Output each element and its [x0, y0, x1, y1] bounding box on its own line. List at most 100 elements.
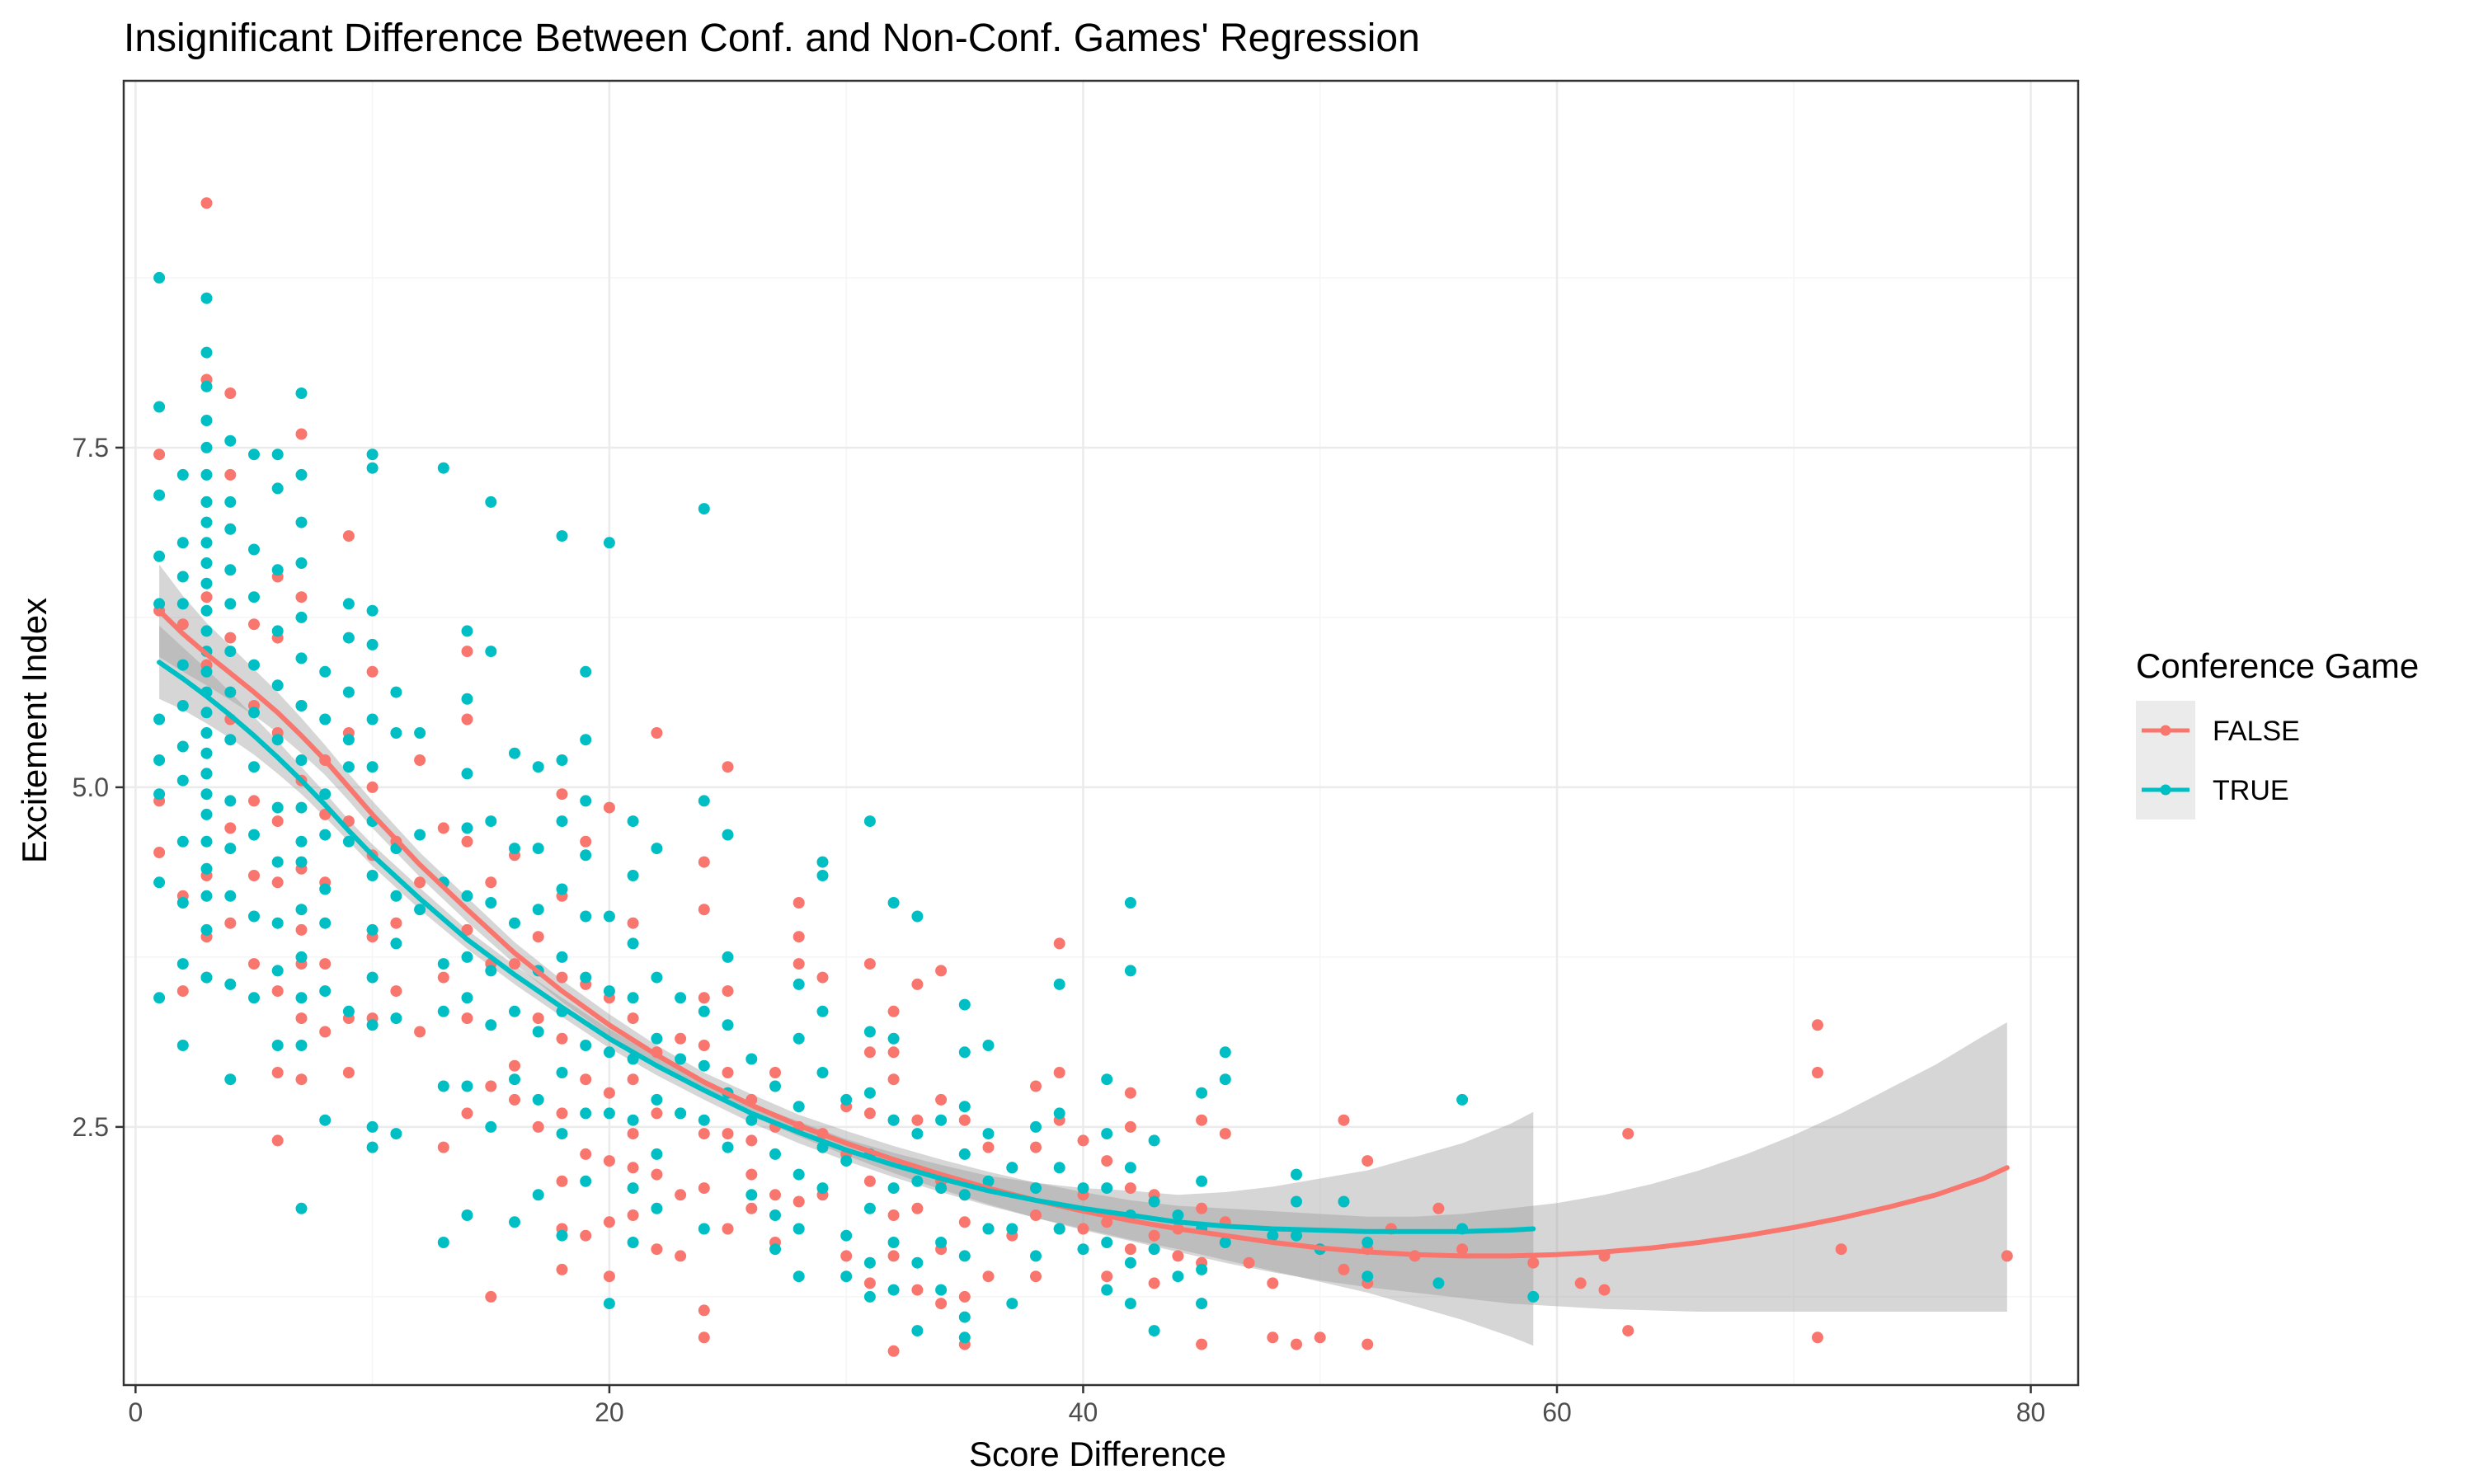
point-true: [958, 998, 971, 1011]
point-true: [390, 1128, 402, 1140]
point-true: [248, 992, 260, 1004]
point-true: [200, 923, 213, 936]
point-true: [651, 971, 663, 984]
point-true: [532, 1189, 544, 1201]
point-false: [248, 618, 260, 631]
point-true: [887, 1032, 900, 1045]
point-true: [485, 1019, 497, 1031]
point-false: [769, 1067, 781, 1078]
point-true: [1006, 1298, 1018, 1310]
point-true: [793, 1101, 805, 1113]
point-true: [1124, 1298, 1136, 1310]
point-true: [958, 1189, 971, 1201]
point-false: [1172, 1250, 1184, 1262]
point-true: [224, 843, 237, 855]
point-true: [200, 292, 213, 304]
point-false: [722, 985, 734, 998]
panel-border: [122, 79, 2080, 1387]
x-tick-label: 0: [128, 1397, 143, 1427]
point-false: [675, 1250, 687, 1262]
point-true: [271, 482, 284, 495]
point-false: [153, 847, 166, 858]
point-true: [911, 910, 924, 923]
point-true: [295, 557, 308, 569]
point-true: [887, 1237, 900, 1248]
point-true: [366, 1120, 379, 1133]
point-true: [509, 747, 520, 759]
point-true: [1338, 1195, 1350, 1208]
point-true: [556, 754, 568, 766]
point-true: [271, 917, 284, 929]
point-false: [461, 835, 473, 848]
point-true: [200, 468, 213, 481]
point-true: [224, 686, 237, 698]
point-false: [319, 1026, 332, 1038]
point-true: [1030, 1182, 1042, 1195]
point-true: [200, 665, 213, 678]
point-true: [271, 448, 284, 461]
point-true: [603, 1107, 615, 1120]
point-true: [153, 713, 166, 726]
point-true: [509, 843, 520, 855]
point-true: [437, 1080, 449, 1092]
point-true: [176, 774, 189, 787]
point-false: [414, 876, 426, 889]
point-true: [224, 646, 237, 658]
point-true: [1196, 1087, 1208, 1099]
point-true: [580, 1040, 592, 1051]
point-true: [722, 951, 734, 963]
point-true: [200, 971, 213, 984]
point-false: [1267, 1331, 1279, 1344]
point-false: [698, 1182, 710, 1195]
point-true: [651, 843, 663, 855]
point-true: [485, 1120, 497, 1133]
point-true: [176, 571, 189, 583]
point-false: [1314, 1331, 1326, 1344]
point-true: [295, 387, 308, 399]
point-true: [200, 727, 213, 739]
point-false: [935, 1298, 948, 1310]
point-false: [745, 1134, 758, 1147]
point-false: [248, 795, 260, 807]
point-true: [153, 754, 166, 766]
point-false: [485, 1080, 497, 1092]
point-true: [1030, 1120, 1042, 1133]
point-true: [485, 965, 497, 977]
point-true: [1053, 978, 1065, 990]
point-true: [793, 1032, 805, 1045]
point-false: [958, 1114, 971, 1126]
point-true: [461, 890, 473, 902]
point-false: [1812, 1331, 1823, 1344]
point-true: [1267, 1229, 1279, 1242]
point-true: [793, 978, 805, 990]
point-true: [390, 890, 402, 902]
point-true: [224, 1073, 237, 1086]
point-true: [1030, 1250, 1042, 1262]
point-true: [863, 1290, 876, 1303]
point-true: [722, 1141, 734, 1153]
point-true: [176, 537, 189, 549]
point-true: [935, 1114, 948, 1126]
point-true: [366, 761, 379, 773]
point-true: [295, 835, 308, 848]
point-true: [248, 910, 260, 923]
point-true: [1077, 1182, 1089, 1195]
point-true: [982, 1040, 995, 1051]
point-true: [556, 883, 568, 895]
point-true: [200, 495, 213, 508]
point-true: [200, 788, 213, 801]
ribbon-true: [159, 625, 1534, 1346]
point-true: [816, 856, 829, 868]
point-false: [509, 1059, 520, 1072]
point-true: [532, 761, 544, 773]
point-false: [722, 1067, 734, 1078]
point-false: [342, 1067, 355, 1078]
point-false: [1527, 1256, 1540, 1269]
point-false: [485, 1290, 497, 1303]
point-true: [722, 1019, 734, 1031]
point-false: [627, 1128, 639, 1140]
point-false: [603, 1216, 615, 1228]
point-true: [153, 598, 166, 610]
point-true: [769, 1243, 781, 1256]
